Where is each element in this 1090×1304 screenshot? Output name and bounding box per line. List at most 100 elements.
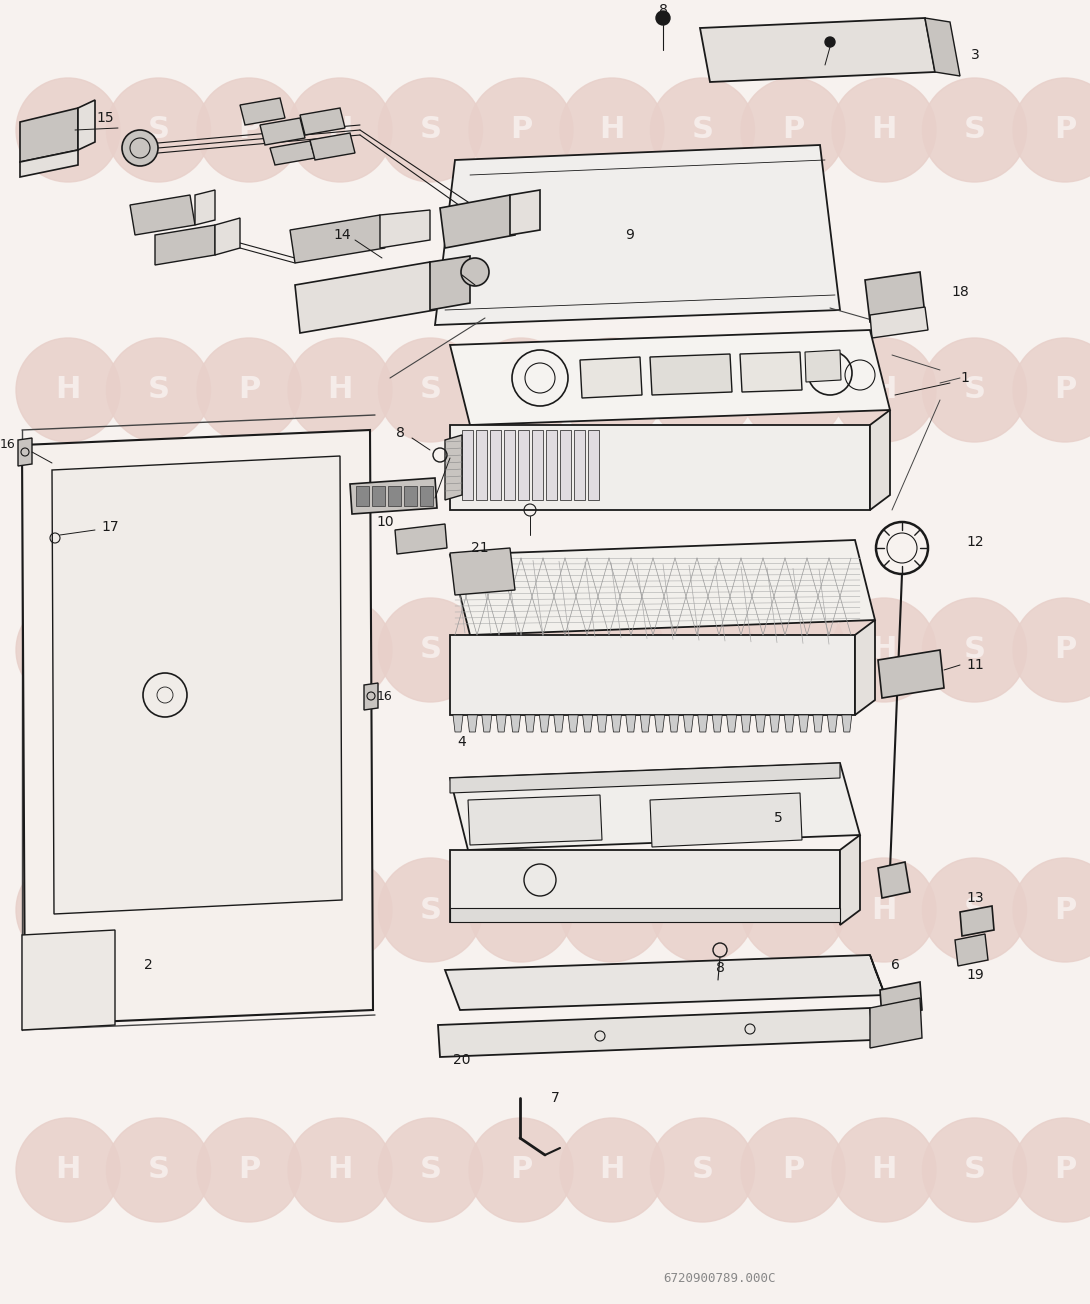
Text: H: H xyxy=(871,116,897,145)
Polygon shape xyxy=(683,715,693,732)
Text: P: P xyxy=(1054,1155,1076,1184)
Polygon shape xyxy=(290,215,385,263)
Text: S: S xyxy=(420,116,441,145)
Polygon shape xyxy=(582,715,593,732)
Text: P: P xyxy=(238,896,261,925)
Circle shape xyxy=(16,858,120,962)
Circle shape xyxy=(651,1118,754,1222)
Polygon shape xyxy=(518,430,529,499)
Polygon shape xyxy=(870,306,928,338)
Polygon shape xyxy=(482,715,492,732)
Circle shape xyxy=(16,1118,120,1222)
Circle shape xyxy=(832,599,936,702)
Text: P: P xyxy=(1054,376,1076,404)
Polygon shape xyxy=(476,430,487,499)
Text: 12: 12 xyxy=(966,535,984,549)
Polygon shape xyxy=(755,715,765,732)
Polygon shape xyxy=(310,133,355,160)
Text: H: H xyxy=(327,116,353,145)
Circle shape xyxy=(378,858,483,962)
Polygon shape xyxy=(19,438,32,466)
Circle shape xyxy=(16,599,120,702)
Circle shape xyxy=(378,1118,483,1222)
Text: H: H xyxy=(871,1155,897,1184)
Circle shape xyxy=(122,130,158,166)
Polygon shape xyxy=(840,835,860,925)
Polygon shape xyxy=(597,715,607,732)
Circle shape xyxy=(378,338,483,442)
Polygon shape xyxy=(540,715,549,732)
Text: P: P xyxy=(510,896,532,925)
Circle shape xyxy=(1013,599,1090,702)
Text: P: P xyxy=(1054,896,1076,925)
Polygon shape xyxy=(445,955,885,1011)
Polygon shape xyxy=(438,1008,873,1058)
Text: H: H xyxy=(600,116,625,145)
Circle shape xyxy=(560,78,664,183)
Text: S: S xyxy=(420,1155,441,1184)
Polygon shape xyxy=(52,456,342,914)
Polygon shape xyxy=(429,256,470,310)
Circle shape xyxy=(16,78,120,183)
Text: H: H xyxy=(871,635,897,665)
Polygon shape xyxy=(955,934,988,966)
Polygon shape xyxy=(20,150,78,177)
Text: 6720900789.000C: 6720900789.000C xyxy=(664,1271,776,1284)
Polygon shape xyxy=(504,430,514,499)
Circle shape xyxy=(288,858,392,962)
Text: 8: 8 xyxy=(658,3,667,17)
Circle shape xyxy=(825,37,835,47)
Text: 15: 15 xyxy=(96,111,113,125)
Text: 19: 19 xyxy=(966,968,984,982)
Polygon shape xyxy=(22,930,116,1030)
Polygon shape xyxy=(380,210,429,248)
Text: S: S xyxy=(420,376,441,404)
Text: S: S xyxy=(147,376,170,404)
Polygon shape xyxy=(490,430,501,499)
Polygon shape xyxy=(698,715,707,732)
Circle shape xyxy=(741,858,845,962)
Text: H: H xyxy=(871,376,897,404)
Circle shape xyxy=(1013,78,1090,183)
Polygon shape xyxy=(879,649,944,698)
Circle shape xyxy=(16,338,120,442)
Text: 17: 17 xyxy=(101,520,119,535)
Text: H: H xyxy=(327,896,353,925)
Polygon shape xyxy=(740,352,802,393)
Polygon shape xyxy=(669,715,679,732)
Text: 8: 8 xyxy=(715,961,725,975)
Polygon shape xyxy=(712,715,723,732)
Circle shape xyxy=(469,1118,573,1222)
Text: 21: 21 xyxy=(471,541,488,556)
Circle shape xyxy=(469,858,573,962)
Polygon shape xyxy=(799,715,809,732)
Polygon shape xyxy=(580,357,642,398)
Polygon shape xyxy=(532,430,543,499)
Text: 16: 16 xyxy=(0,438,16,451)
Text: 6: 6 xyxy=(891,958,899,971)
Text: 11: 11 xyxy=(966,659,984,672)
Circle shape xyxy=(288,1118,392,1222)
Circle shape xyxy=(469,78,573,183)
Polygon shape xyxy=(870,998,922,1048)
Text: S: S xyxy=(964,376,985,404)
Polygon shape xyxy=(450,540,875,635)
Text: H: H xyxy=(600,1155,625,1184)
Text: S: S xyxy=(147,1155,170,1184)
Circle shape xyxy=(288,78,392,183)
Polygon shape xyxy=(870,409,891,510)
Text: H: H xyxy=(56,116,81,145)
Polygon shape xyxy=(510,190,540,235)
Polygon shape xyxy=(510,715,521,732)
Polygon shape xyxy=(827,715,837,732)
Circle shape xyxy=(107,599,210,702)
Text: P: P xyxy=(782,896,804,925)
Circle shape xyxy=(461,258,489,286)
Polygon shape xyxy=(611,715,621,732)
Polygon shape xyxy=(395,524,447,554)
Text: 20: 20 xyxy=(453,1054,471,1067)
Circle shape xyxy=(922,599,1027,702)
Text: S: S xyxy=(147,896,170,925)
Polygon shape xyxy=(546,430,557,499)
Text: P: P xyxy=(238,1155,261,1184)
